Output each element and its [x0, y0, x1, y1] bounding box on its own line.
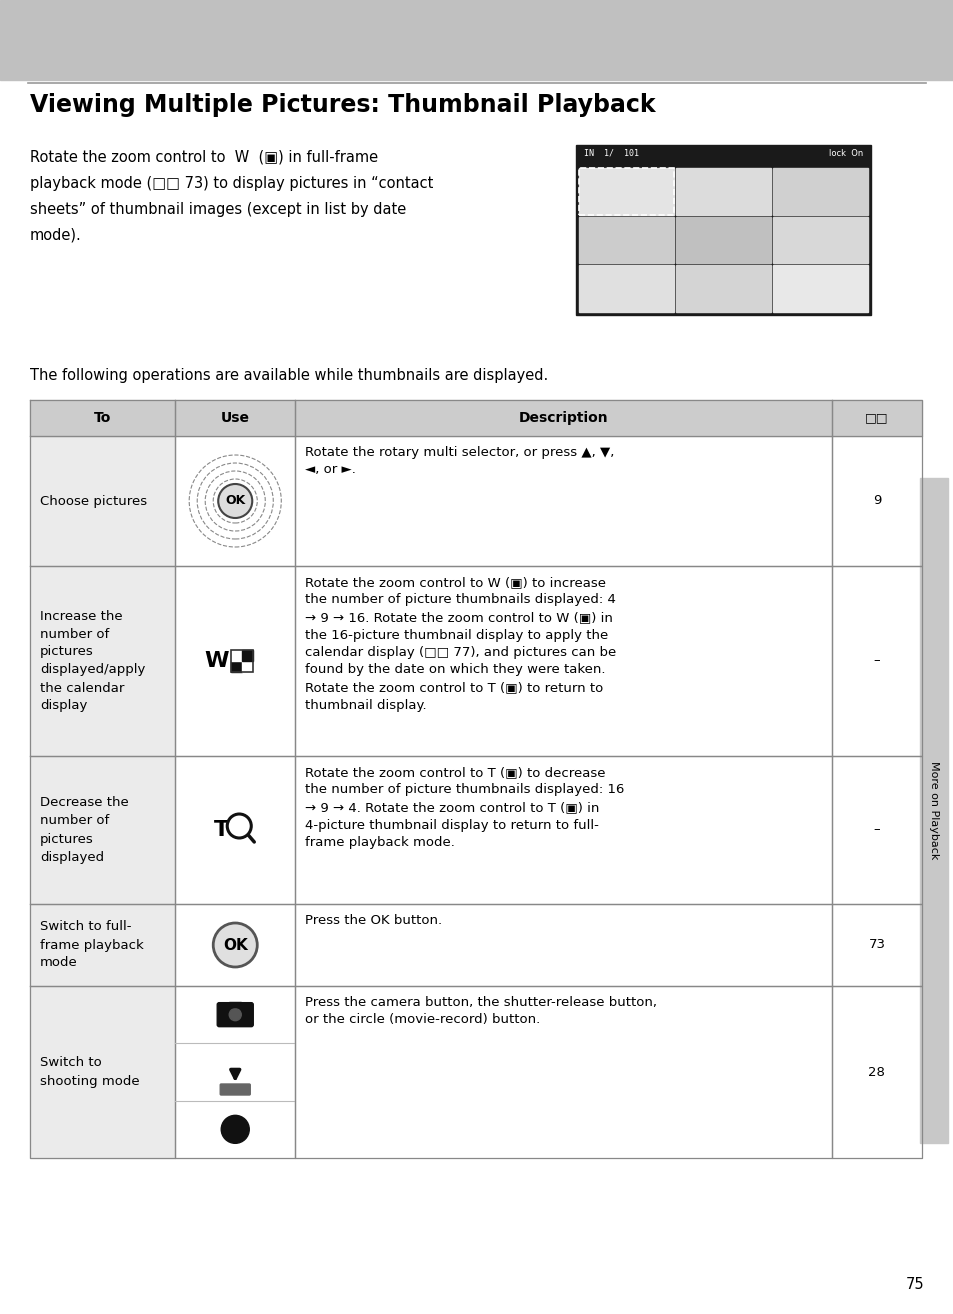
Text: Switch to
shooting mode: Switch to shooting mode [40, 1056, 139, 1088]
Circle shape [213, 922, 257, 967]
Bar [175, 756, 295, 904]
Text: T: T [213, 820, 229, 840]
Bar [295, 904, 831, 986]
Bar [772, 168, 867, 214]
Bar [175, 904, 295, 986]
Bar [578, 217, 673, 263]
FancyBboxPatch shape [220, 1084, 250, 1095]
Circle shape [221, 1116, 249, 1143]
Bar [231, 650, 253, 671]
Bar [831, 986, 921, 1158]
Text: mode).: mode). [30, 229, 82, 243]
Bar [772, 217, 867, 263]
Bar [175, 986, 295, 1158]
Bar [175, 566, 295, 756]
Bar [675, 265, 770, 311]
Text: To: To [93, 411, 112, 424]
Text: More on Playback: More on Playback [928, 761, 938, 859]
Bar [295, 986, 831, 1158]
Circle shape [229, 1009, 241, 1021]
Text: lock  On: lock On [828, 148, 862, 158]
Bar [30, 436, 175, 566]
Text: The following operations are available while thumbnails are displayed.: The following operations are available w… [30, 368, 548, 382]
FancyBboxPatch shape [217, 1003, 253, 1026]
Text: Description: Description [518, 411, 608, 424]
Bar [242, 650, 253, 661]
Bar [242, 661, 253, 671]
Bar [231, 650, 242, 661]
Bar [772, 265, 867, 311]
Bar [0, 0, 953, 80]
Bar [578, 265, 673, 311]
Bar [675, 168, 770, 214]
Bar [30, 399, 175, 436]
Text: IN  1/  101: IN 1/ 101 [583, 148, 638, 158]
Text: playback mode (□□ 73) to display pictures in “contact: playback mode (□□ 73) to display picture… [30, 176, 433, 191]
Bar [578, 168, 673, 214]
Bar [229, 1001, 241, 1007]
Text: OK: OK [225, 494, 245, 507]
Text: Press the camera button, the shutter-release button,
or the circle (movie-record: Press the camera button, the shutter-rel… [305, 996, 657, 1026]
Bar [295, 566, 831, 756]
Bar [831, 436, 921, 566]
Text: 75: 75 [904, 1277, 923, 1292]
Text: Rotate the rotary multi selector, or press ▲, ▼,
◄, or ►.: Rotate the rotary multi selector, or pre… [305, 445, 614, 477]
Bar [231, 661, 242, 671]
Text: Increase the
number of
pictures
displayed/apply
the calendar
display: Increase the number of pictures displaye… [40, 610, 145, 712]
Bar [30, 566, 175, 756]
Bar [919, 478, 947, 1143]
Bar [831, 566, 921, 756]
Text: Switch to full-
frame playback
mode: Switch to full- frame playback mode [40, 921, 144, 970]
Bar [30, 756, 175, 904]
Bar [30, 986, 175, 1158]
Bar [831, 399, 921, 436]
Circle shape [218, 484, 252, 518]
Text: W: W [205, 650, 229, 671]
Text: Rotate the zoom control to W (▣) to increase
the number of picture thumbnails di: Rotate the zoom control to W (▣) to incr… [305, 576, 616, 711]
Text: Use: Use [220, 411, 250, 424]
Text: 73: 73 [867, 938, 884, 951]
Bar [295, 436, 831, 566]
Text: Rotate the zoom control to T (▣) to decrease
the number of picture thumbnails di: Rotate the zoom control to T (▣) to decr… [305, 766, 624, 849]
Text: Choose pictures: Choose pictures [40, 494, 147, 507]
Text: 9: 9 [872, 494, 881, 507]
Bar [831, 756, 921, 904]
Text: Press the OK button.: Press the OK button. [305, 915, 442, 926]
Bar [175, 399, 295, 436]
Bar [295, 399, 831, 436]
Text: Rotate the zoom control to  W  (▣) in full-frame: Rotate the zoom control to W (▣) in full… [30, 150, 377, 166]
Text: sheets” of thumbnail images (except in list by date: sheets” of thumbnail images (except in l… [30, 202, 406, 217]
Text: 28: 28 [867, 1066, 884, 1079]
Bar [295, 756, 831, 904]
Text: –: – [873, 824, 880, 837]
Bar [831, 904, 921, 986]
Text: □□: □□ [864, 411, 888, 424]
Bar [575, 145, 870, 315]
Text: Decrease the
number of
pictures
displayed: Decrease the number of pictures displaye… [40, 796, 129, 863]
Bar [30, 904, 175, 986]
Text: OK: OK [223, 937, 248, 953]
Bar [675, 217, 770, 263]
Text: –: – [873, 654, 880, 668]
Bar [578, 168, 673, 214]
Bar [175, 436, 295, 566]
Text: Viewing Multiple Pictures: Thumbnail Playback: Viewing Multiple Pictures: Thumbnail Pla… [30, 93, 655, 117]
